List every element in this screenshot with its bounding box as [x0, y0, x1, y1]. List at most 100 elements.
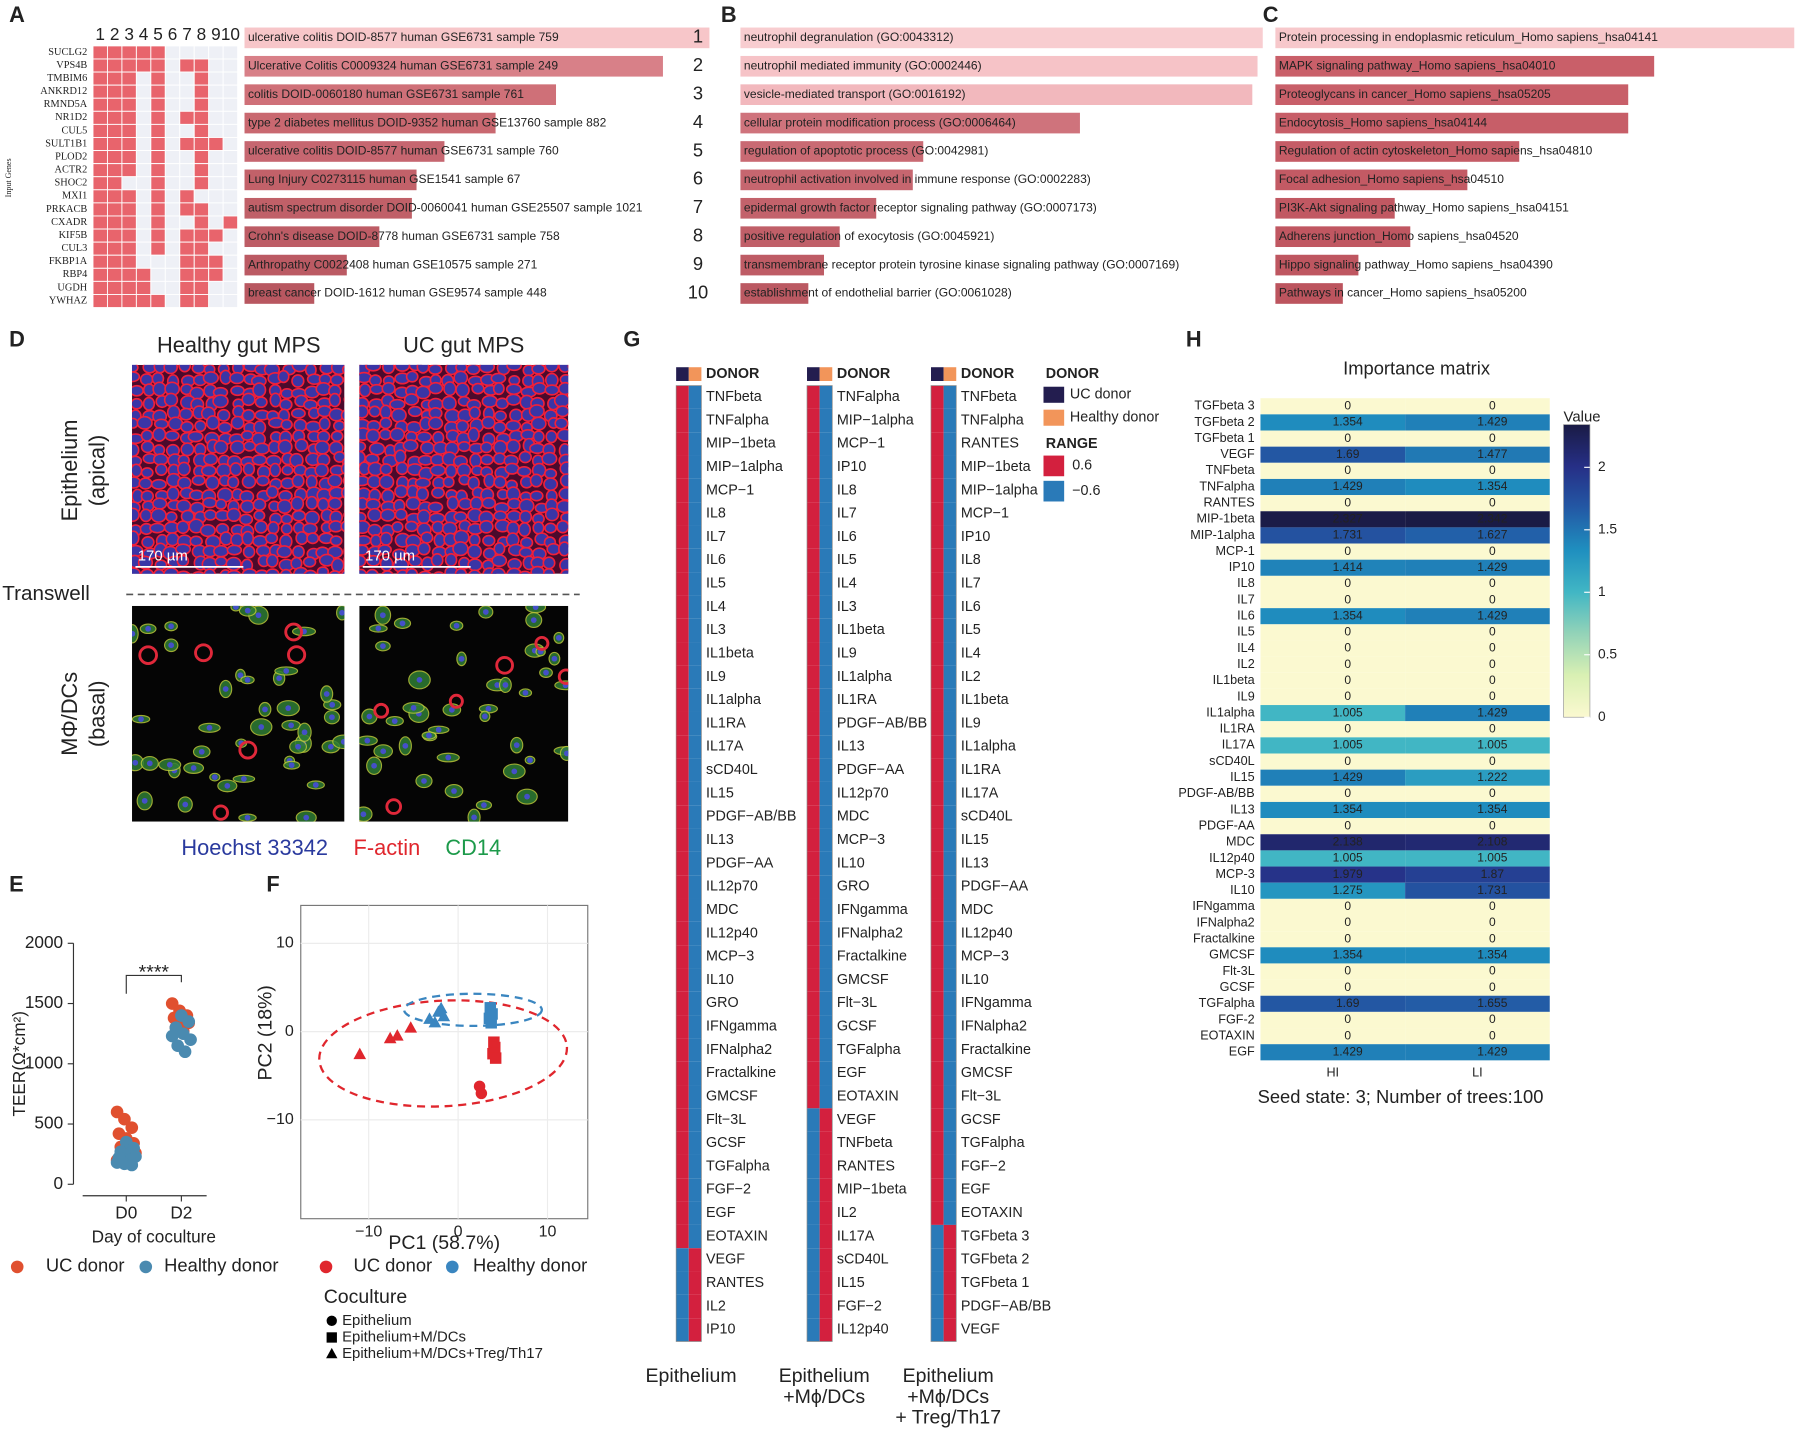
matrix-cell	[121, 123, 137, 138]
cell	[471, 382, 485, 395]
row-label: EGF	[961, 1182, 991, 1198]
cell	[265, 553, 279, 568]
heat-cell	[676, 921, 689, 946]
cell	[302, 556, 317, 568]
cell	[165, 532, 180, 547]
nucleus	[288, 762, 295, 769]
matrix-cell	[92, 228, 108, 243]
matrix-cell	[208, 280, 224, 295]
cell	[518, 570, 532, 574]
cell	[359, 441, 367, 453]
matrix-cell	[164, 176, 181, 191]
matrix-cell	[193, 241, 210, 256]
heat-cell	[819, 665, 833, 689]
heat-cell	[1405, 591, 1550, 609]
heat-cell	[930, 968, 944, 992]
heat-cell	[1405, 656, 1550, 673]
cell	[150, 507, 167, 523]
rank: 2	[693, 54, 703, 75]
nucleus	[502, 682, 509, 688]
cell	[467, 543, 482, 560]
term-label: neutrophil mediated immunity (GO:0002446…	[744, 58, 982, 72]
matrix-cell	[92, 254, 108, 269]
cell	[560, 568, 569, 574]
heat-cell	[943, 572, 957, 596]
nucleus	[448, 706, 455, 713]
nucleus	[295, 743, 301, 750]
cell	[140, 490, 154, 503]
heat-cell	[930, 1318, 944, 1342]
matrix-cell	[106, 163, 123, 178]
cell	[505, 383, 522, 396]
matrix-cell	[193, 267, 210, 282]
cell	[407, 405, 423, 418]
row-label: MCP-3	[1215, 867, 1254, 881]
heat-cell	[676, 502, 689, 526]
y-tick-label: 0	[285, 1022, 294, 1040]
cell	[543, 477, 559, 492]
cell-ring	[238, 740, 258, 760]
cell	[559, 461, 569, 476]
matrix-cell	[208, 110, 224, 125]
heat-cell	[1405, 801, 1550, 819]
heat-cell	[676, 1015, 689, 1039]
point	[428, 1015, 442, 1028]
cell	[330, 557, 345, 574]
nucleus	[380, 748, 387, 755]
panel-label: E	[9, 872, 24, 897]
point	[353, 1047, 367, 1060]
heat-cell	[930, 548, 944, 573]
heat-cell	[943, 455, 957, 479]
rank: 7	[693, 196, 703, 217]
heat-cell	[676, 408, 689, 433]
heat-cell	[688, 688, 702, 712]
cell-label: 0	[1489, 754, 1496, 768]
row-label: IL1alpha	[1206, 705, 1255, 719]
cell	[359, 554, 367, 568]
term-label: Ulcerative Colitis C0009324 human GSE673…	[248, 58, 558, 72]
cell	[544, 364, 560, 373]
cell	[132, 567, 141, 574]
cell	[180, 442, 195, 457]
bar	[740, 141, 924, 162]
row-label: MIP-1beta	[1197, 512, 1256, 526]
bar	[1275, 197, 1395, 219]
row-label: IFNalpha2	[961, 1019, 1027, 1035]
row-label: TGFalpha	[706, 1158, 770, 1174]
row-label: TNFalpha	[961, 412, 1024, 428]
row-label: TNFbeta	[1206, 463, 1256, 477]
column-number: 8	[197, 24, 207, 44]
term-label: transmembrane receptor protein tyrosine …	[744, 257, 1179, 271]
cell	[469, 452, 482, 469]
cell	[405, 370, 419, 383]
matrix-cell	[135, 176, 152, 191]
matrix-cell	[135, 189, 152, 204]
row-label: IL1beta	[1213, 673, 1256, 687]
row-label: IL2	[706, 1298, 726, 1314]
matrix-cell	[208, 228, 224, 243]
nucleus	[166, 761, 173, 768]
cell	[203, 509, 218, 521]
heat-cell	[807, 1271, 820, 1295]
nucleus	[530, 617, 537, 623]
heat-cell	[1260, 446, 1406, 463]
matrix-cell	[121, 137, 137, 152]
row-label: IL13	[1230, 802, 1255, 816]
cell	[365, 428, 381, 444]
cell-label: 1.354	[1333, 415, 1363, 429]
cell	[416, 431, 433, 443]
cell-label: 1.429	[1477, 705, 1507, 719]
row-label: IL5	[706, 576, 726, 592]
gene-label: RBP4	[63, 269, 88, 280]
matrix-cell	[208, 189, 224, 204]
cell-label: 1.429	[1333, 1044, 1363, 1058]
cell	[277, 369, 290, 384]
cell	[402, 439, 419, 452]
heat-cell	[1260, 882, 1406, 899]
rank: 1	[693, 26, 703, 47]
donor-header	[819, 367, 833, 381]
heat-cell	[1260, 963, 1406, 980]
term-label: Regulation of actin cytoskeleton_Homo sa…	[1279, 144, 1593, 158]
heat-cell	[807, 758, 820, 782]
rank: 6	[693, 168, 703, 189]
